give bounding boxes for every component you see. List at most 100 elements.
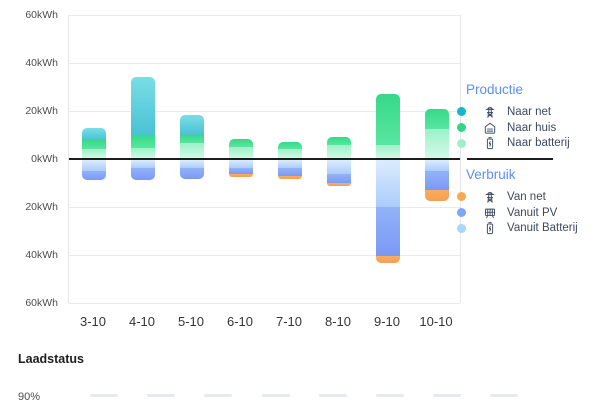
legend-item-label: Naar batterij [507, 137, 570, 150]
bar-segment-naar-batterij[interactable] [376, 144, 400, 159]
bar-segment-vanuit-pv[interactable] [327, 174, 351, 183]
bar-segment-naar-huis[interactable] [278, 142, 302, 150]
bar-4-10-production[interactable] [131, 77, 155, 159]
legend-consumption-section: Verbruik Van net Vanuit PV Vanuit Batterij [457, 167, 600, 236]
bar-segment-vanuit-pv[interactable] [229, 168, 253, 175]
legend-item-van-net[interactable]: Van net [457, 189, 600, 205]
laadstatus-gridline-dash [433, 394, 461, 397]
y-axis-tick-label: 20kWh [25, 105, 58, 117]
bar-segment-naar-huis[interactable] [425, 108, 449, 129]
bar-7-10-production[interactable] [278, 142, 302, 159]
bar-segment-naar-huis[interactable] [327, 137, 351, 145]
house-icon [483, 121, 497, 135]
bar-segment-vanuit-batterij[interactable] [82, 160, 106, 171]
bar-segment-van-net[interactable] [376, 255, 400, 264]
bar-segment-naar-net[interactable] [180, 114, 204, 136]
bar-segment-van-net[interactable] [229, 174, 253, 177]
y-axis-tick-label: 40kWh [25, 57, 58, 69]
bar-segment-naar-huis[interactable] [82, 139, 106, 150]
bar-segment-vanuit-pv[interactable] [82, 170, 106, 181]
legend-production-header: Productie [466, 82, 524, 97]
legend-consumption-header: Verbruik [466, 167, 516, 183]
bar-segment-vanuit-pv[interactable] [376, 206, 400, 256]
bar-9-10-consumption[interactable] [376, 160, 400, 264]
bar-4-10-consumption[interactable] [131, 160, 155, 181]
bar-3-10-consumption[interactable] [82, 160, 106, 181]
bar-segment-naar-batterij[interactable] [229, 147, 253, 159]
bar-10-10-consumption[interactable] [425, 160, 449, 201]
laadstatus-gridline-dash [90, 394, 118, 397]
bar-8-10-consumption[interactable] [327, 160, 351, 187]
legend-divider-line [467, 158, 553, 160]
battery-icon [483, 136, 497, 150]
bar-5-10-consumption[interactable] [180, 160, 204, 180]
bar-segment-van-net[interactable] [278, 175, 302, 180]
laadstatus-axis-tick-label: 90% [18, 391, 41, 400]
legend-color-dot [457, 138, 466, 148]
bar-segment-van-net[interactable] [425, 189, 449, 201]
bar-segment-vanuit-pv[interactable] [278, 168, 302, 176]
bar-segment-naar-batterij[interactable] [180, 143, 204, 159]
bar-segment-naar-batterij[interactable] [327, 144, 351, 159]
bar-segment-naar-batterij[interactable] [425, 129, 449, 159]
x-axis-tick-label: 4-10 [128, 314, 156, 329]
legend-item-naar-batterij[interactable]: Naar batterij [457, 135, 600, 151]
legend-color-dot [457, 107, 466, 117]
bar-segment-naar-batterij[interactable] [278, 149, 302, 159]
bar-3-10-production[interactable] [82, 127, 106, 159]
bar-segment-vanuit-batterij[interactable] [180, 160, 204, 169]
bar-segment-van-net[interactable] [327, 182, 351, 187]
bar-9-10-production[interactable] [376, 94, 400, 159]
bar-segment-vanuit-batterij[interactable] [425, 160, 449, 171]
legend-color-dot [457, 123, 466, 133]
bar-6-10-production[interactable] [229, 138, 253, 159]
laadstatus-gridline-dash [376, 394, 404, 397]
bar-segment-vanuit-batterij[interactable] [327, 160, 351, 175]
x-axis-tick-label: 7-10 [275, 314, 303, 329]
bar-segment-vanuit-pv[interactable] [131, 168, 155, 181]
bar-segment-naar-huis[interactable] [376, 94, 400, 145]
gridline [69, 111, 460, 112]
legend-item-vanuit-pv[interactable]: Vanuit PV [457, 205, 600, 221]
bar-6-10-consumption[interactable] [229, 160, 253, 177]
bar-segment-naar-batterij[interactable] [131, 148, 155, 159]
laadstatus-section-title: Laadstatus [18, 352, 84, 366]
legend-production-section: Productie Naar net Naar huis Naar batterij [457, 82, 600, 151]
bar-segment-naar-net[interactable] [82, 127, 106, 140]
x-axis-tick-label: 5-10 [177, 314, 205, 329]
legend-item-vanuit-batterij[interactable]: Vanuit Batterij [457, 220, 600, 236]
legend-item-naar-net[interactable]: Naar net [457, 104, 600, 120]
gridline [69, 207, 460, 208]
energy-chart-plot-area [68, 15, 461, 304]
legend-item-naar-huis[interactable]: Naar huis [457, 120, 600, 136]
legend-item-label: Naar net [507, 105, 552, 118]
bar-segment-vanuit-batterij[interactable] [131, 160, 155, 169]
bar-segment-naar-huis[interactable] [131, 135, 155, 149]
bar-segment-naar-huis[interactable] [180, 135, 204, 144]
bar-segment-vanuit-pv[interactable] [425, 170, 449, 190]
pylon-icon [483, 105, 497, 119]
bar-10-10-production[interactable] [425, 108, 449, 159]
pylon-icon [483, 190, 497, 204]
bar-5-10-production[interactable] [180, 114, 204, 159]
chart-legend: Productie Naar net Naar huis Naar batterij… [457, 82, 600, 236]
bar-8-10-production[interactable] [327, 137, 351, 159]
bar-segment-vanuit-pv[interactable] [180, 168, 204, 180]
x-axis-tick-label: 6-10 [226, 314, 254, 329]
bar-segment-vanuit-batterij[interactable] [229, 160, 253, 169]
gridline [69, 303, 460, 304]
bar-segment-vanuit-batterij[interactable] [278, 160, 302, 169]
legend-color-dot [457, 223, 466, 233]
bar-segment-naar-net[interactable] [131, 77, 155, 136]
legend-item-label: Van net [507, 190, 546, 203]
y-axis-tick-label: 60kWh [25, 297, 58, 309]
bar-7-10-consumption[interactable] [278, 160, 302, 180]
bar-segment-naar-batterij[interactable] [82, 149, 106, 159]
y-axis-tick-label: 0kWh [31, 153, 58, 165]
y-axis-tick-label: 60kWh [25, 9, 58, 21]
legend-color-dot [457, 208, 466, 218]
y-axis-tick-label: 20kWh [25, 201, 58, 213]
bar-segment-naar-huis[interactable] [229, 138, 253, 147]
bar-segment-vanuit-batterij[interactable] [376, 160, 400, 207]
